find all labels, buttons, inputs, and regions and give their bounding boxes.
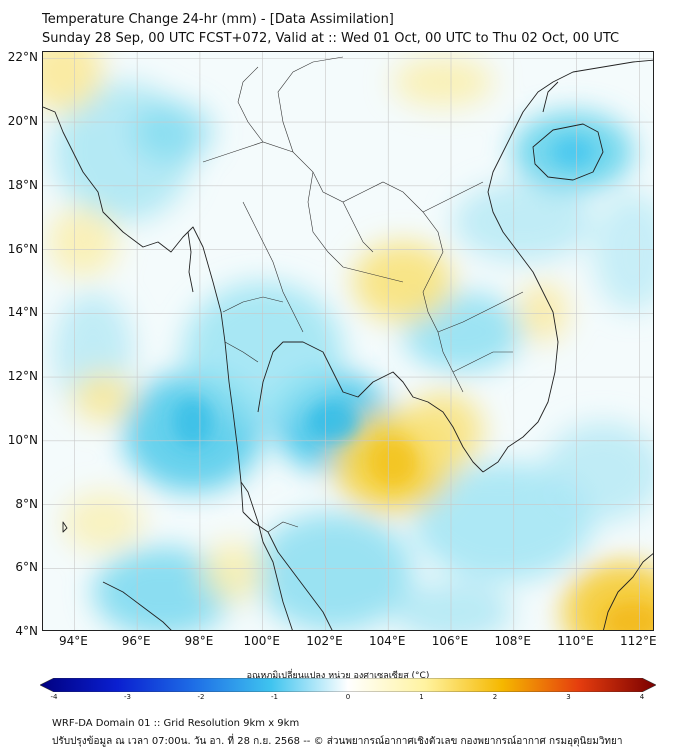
latitude-tick-label: 4°N <box>15 624 38 638</box>
latitude-tick-label: 18°N <box>7 177 38 192</box>
map-subtitle: Sunday 28 Sep, 00 UTC FCST+072, Valid at… <box>42 31 620 46</box>
admin-borders <box>202 56 524 533</box>
nicobar-island <box>62 521 68 533</box>
latitude-tick-label: 22°N <box>7 50 38 65</box>
sumatra-coast <box>102 581 172 630</box>
latitude-tick-label: 6°N <box>15 560 38 575</box>
temperature-change-map <box>43 52 653 630</box>
peninsula-east-coast <box>242 511 333 630</box>
vietnam-coast <box>482 59 653 473</box>
colorbar-gradient <box>40 678 656 692</box>
gulf-of-thailand-coast <box>257 341 484 473</box>
longitude-tick-label: 98°E <box>184 634 214 648</box>
colorbar-tick-label: 3 <box>566 693 571 701</box>
latitude-tick-label: 20°N <box>7 114 38 129</box>
colorbar-tick-label: -1 <box>271 693 278 701</box>
temperature-anomaly-field <box>43 52 653 630</box>
map-title: Temperature Change 24-hr (mm) - [Data As… <box>42 12 394 27</box>
model-info: WRF-DA Domain 01 :: Grid Resolution 9km … <box>52 718 300 729</box>
longitude-tick-label: 108°E <box>494 634 532 648</box>
longitude-tick-label: 96°E <box>121 634 151 648</box>
borneo-coast <box>603 553 653 630</box>
colorbar-tick-label: -3 <box>124 693 131 701</box>
colorbar-tick-label: 4 <box>639 693 645 701</box>
colorbar-tick-label: -4 <box>50 693 58 701</box>
colorbar-tick-label: -2 <box>197 693 205 701</box>
latitude-tick-label: 16°N <box>7 241 38 256</box>
leizhou-peninsula <box>542 81 559 113</box>
peninsula-west-coast <box>240 481 293 630</box>
latitude-tick-label: 10°N <box>7 432 38 447</box>
map-panel <box>42 51 654 631</box>
longitude-tick-label: 104°E <box>368 634 406 648</box>
colorbar-tick-label: 1 <box>419 693 424 701</box>
longitude-tick-label: 94°E <box>58 634 88 648</box>
colorbar-tick-label: 0 <box>345 693 351 701</box>
andaman-islands <box>187 231 194 293</box>
latitude-tick-label: 12°N <box>7 369 38 384</box>
colorbar <box>40 678 656 692</box>
longitude-tick-label: 112°E <box>620 634 657 648</box>
colorbar-title: อุณหภูมิเปลี่ยนแปลง หน่วย องศาเซลเซียส (… <box>246 671 430 681</box>
hainan-island <box>532 123 604 181</box>
coastlines-and-borders <box>43 59 653 630</box>
myanmar-west-coast <box>43 106 244 513</box>
latitude-tick-label: 8°N <box>15 496 38 511</box>
lat-lon-grid <box>43 52 653 630</box>
longitude-tick-label: 100°E <box>243 634 280 648</box>
update-credit: ปรับปรุงข้อมูล ณ เวลา 07:00น. วัน อา. ที… <box>52 736 623 747</box>
colorbar-tick-label: 2 <box>492 693 498 701</box>
longitude-tick-label: 106°E <box>431 634 469 648</box>
strong-anomaly-cores <box>173 137 653 630</box>
longitude-tick-label: 110°E <box>557 634 594 648</box>
latitude-tick-label: 14°N <box>7 305 38 320</box>
longitude-tick-label: 102°E <box>306 634 343 648</box>
